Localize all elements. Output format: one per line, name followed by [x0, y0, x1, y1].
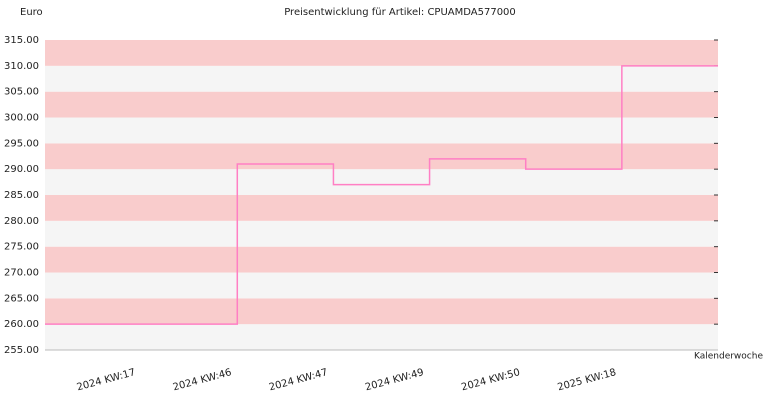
y-tick-label: 305.00 — [4, 87, 39, 98]
grid-band — [45, 65, 718, 92]
grid-band — [45, 169, 718, 195]
grid-band — [45, 324, 718, 350]
y-tick-label: 280.00 — [4, 216, 39, 227]
y-tick-label: 315.00 — [4, 35, 39, 46]
x-tick-label: 2024 KW:50 — [460, 367, 521, 393]
x-tick-label: 2024 KW:46 — [172, 367, 233, 393]
grid-band — [45, 143, 718, 170]
x-axis-label: Kalenderwoche — [694, 352, 763, 362]
grid-band — [45, 40, 718, 66]
y-tick-label: 310.00 — [4, 61, 39, 72]
grid-band — [45, 117, 718, 144]
grid-band — [45, 220, 718, 247]
x-tick-label: 2024 KW:17 — [76, 367, 137, 393]
grid-band — [45, 91, 718, 118]
price-line — [45, 65, 718, 325]
y-tick-label: 285.00 — [4, 190, 39, 201]
y-tick-label: 290.00 — [4, 164, 39, 175]
x-tick-label: 2024 KW:47 — [268, 367, 329, 393]
grid-band — [45, 195, 718, 221]
y-tick-label: 255.00 — [4, 345, 39, 356]
grid-band — [45, 298, 718, 325]
grid-band — [45, 246, 718, 273]
y-tick-label: 295.00 — [4, 138, 39, 149]
y-tick-label: 265.00 — [4, 293, 39, 304]
y-tick-label: 270.00 — [4, 268, 39, 279]
y-tick-label: 300.00 — [4, 113, 39, 124]
y-tick-label: 260.00 — [4, 319, 39, 330]
y-axis-label: Euro — [20, 7, 43, 18]
x-tick-label: 2024 KW:49 — [364, 367, 425, 393]
grid-band — [45, 272, 718, 299]
chart-title: Preisentwicklung für Artikel: CPUAMDA577… — [284, 7, 516, 18]
y-tick-label: 275.00 — [4, 242, 39, 253]
x-tick-label: 2025 KW:18 — [556, 367, 617, 393]
